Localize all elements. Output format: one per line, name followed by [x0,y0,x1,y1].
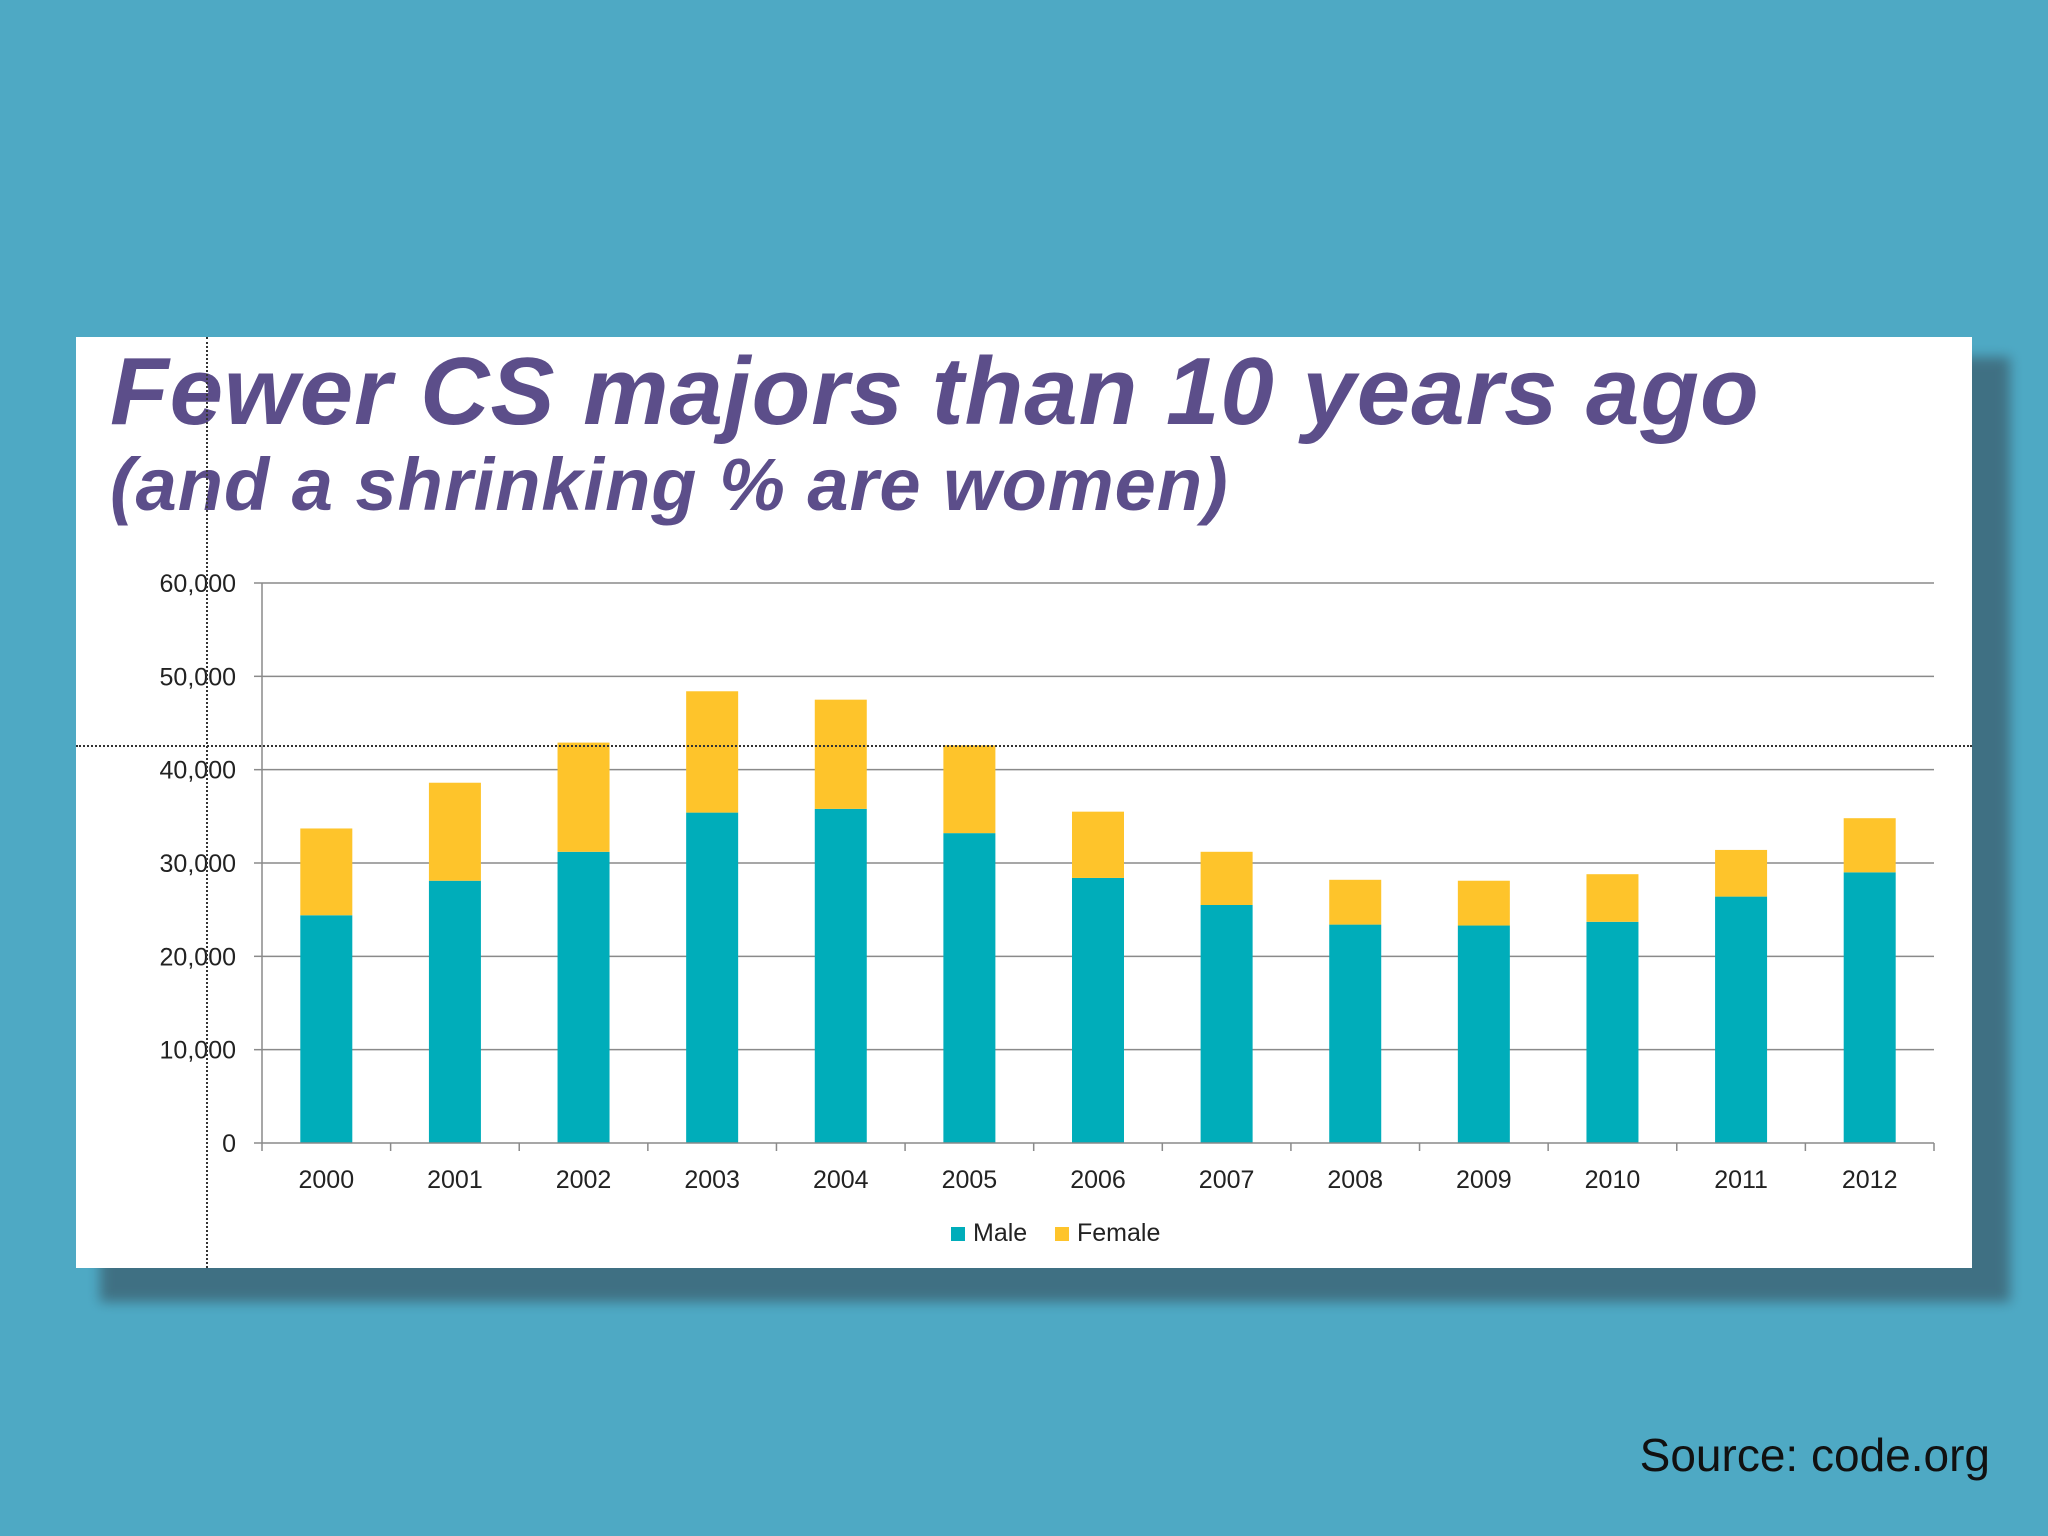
bar-male-2008 [1329,924,1382,1143]
x-tick-label: 2012 [1842,1166,1898,1194]
legend-swatch-male [951,1227,965,1241]
bar-female-2000 [300,828,353,916]
bar-male-2007 [1200,905,1253,1143]
bar-male-2009 [1457,925,1510,1143]
bar-male-2004 [814,808,867,1143]
bar-female-2005 [943,745,996,834]
bar-male-2005 [943,833,996,1143]
chart-card: Fewer CS majors than 10 years ago (and a… [76,337,1972,1268]
bar-female-2008 [1329,879,1382,925]
y-tick-label: 30,000 [160,850,236,878]
stacked-bar-chart: 0 10,000 20,000 30,000 40,000 50,000 60,000 20… [160,570,1935,1247]
y-tick-label: 50,000 [160,663,236,691]
legend-label-female: Female [1077,1219,1160,1247]
bar-female-2004 [814,699,867,809]
x-tick-label: 2002 [556,1166,612,1194]
x-tick-label: 2006 [1070,1166,1126,1194]
y-tick-label: 60,000 [160,570,236,598]
bar-female-2011 [1715,849,1768,897]
x-tick-label: 2011 [1714,1166,1768,1194]
bar-male-2003 [686,812,739,1143]
slide-title: Fewer CS majors than 10 years ago [110,338,1760,445]
bar-male-2002 [557,851,610,1143]
x-tick-label: 2010 [1585,1166,1641,1194]
bar-male-2012 [1843,872,1896,1143]
x-tick-label: 2005 [942,1166,998,1194]
source-caption: Source: code.org [1639,1429,1990,1481]
legend: Male Female [951,1219,1160,1247]
x-axis-labels: 2000 2001 2002 2003 2004 2005 2006 2007 2008 2009… [298,1166,1897,1194]
y-tick-label: 20,000 [160,943,236,971]
x-tick-label: 2004 [813,1166,869,1194]
bar-female-2006 [1072,811,1124,878]
legend-swatch-female [1055,1227,1069,1241]
x-tick-label: 2008 [1327,1166,1383,1194]
bar-female-2001 [428,782,481,881]
x-tick-label: 2009 [1456,1166,1512,1194]
x-tick-label: 2003 [684,1166,740,1194]
bar-female-2012 [1843,818,1896,873]
y-axis-labels: 0 10,000 20,000 30,000 40,000 50,000 60,000 [160,570,236,1158]
y-tick-label: 0 [222,1130,236,1158]
bars [300,691,1896,1143]
bar-male-2000 [300,915,353,1143]
bar-female-2009 [1457,880,1510,926]
bar-male-2006 [1072,877,1124,1143]
bar-male-2001 [428,880,481,1143]
bar-male-2010 [1586,921,1639,1143]
bar-male-2011 [1715,896,1768,1143]
bar-female-2003 [686,691,739,813]
bar-female-2002 [557,742,610,852]
y-tick-label: 40,000 [160,757,236,785]
axes [261,583,1935,1151]
x-tick-label: 2007 [1199,1166,1255,1194]
x-tick-label: 2000 [298,1166,354,1194]
y-tick-label: 10,000 [160,1037,236,1065]
slide-subtitle: (and a shrinking % are women) [110,443,1229,526]
horizontal-guide-line [76,745,1972,747]
legend-label-male: Male [973,1219,1027,1247]
bar-female-2007 [1200,851,1253,905]
vertical-guide-line [206,337,208,1268]
bar-female-2010 [1586,874,1639,922]
x-tick-label: 2001 [427,1166,483,1194]
